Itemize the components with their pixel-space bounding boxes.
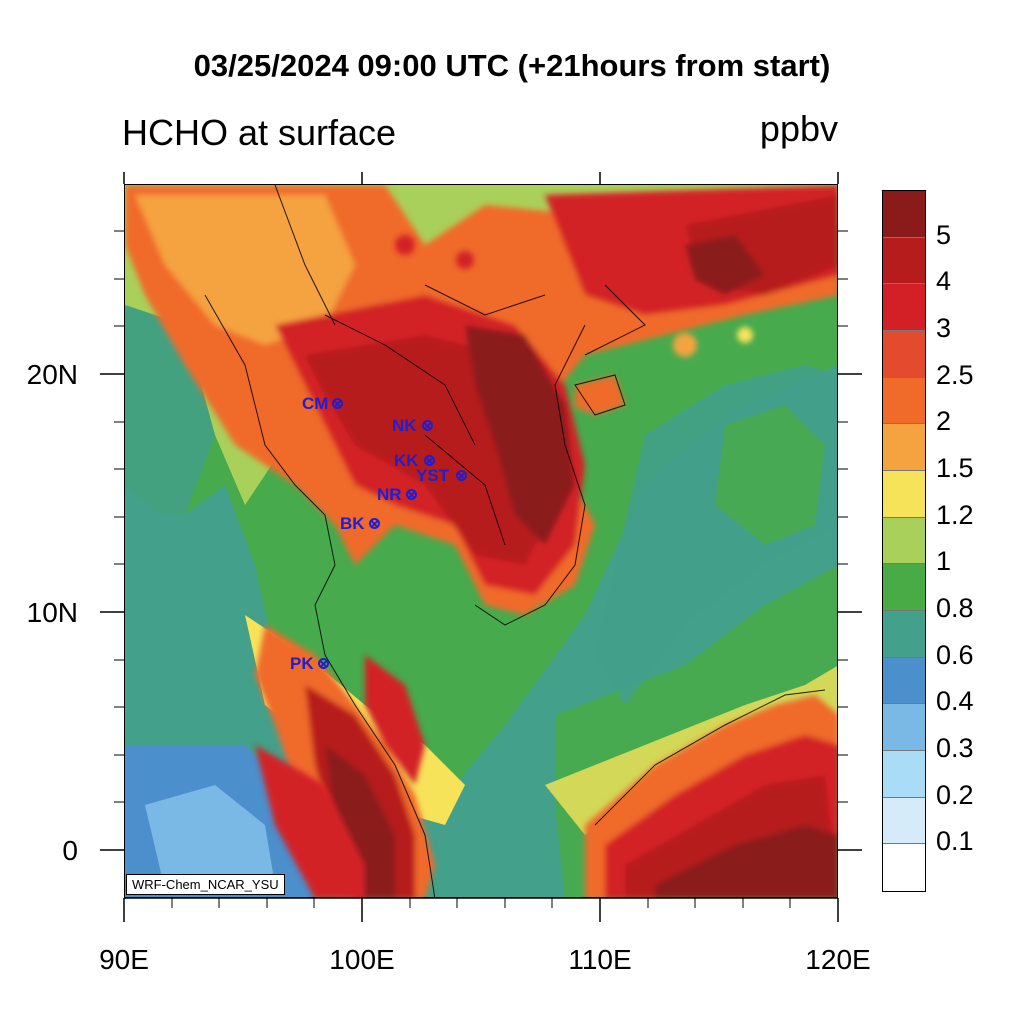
y-tick-0: 0 bbox=[62, 835, 78, 866]
colorbar-swatch bbox=[883, 517, 925, 565]
colorbar-swatch bbox=[883, 237, 925, 285]
colorbar-swatch bbox=[883, 331, 925, 378]
station-marker-icon bbox=[422, 420, 433, 431]
colorbar-label: 2.5 bbox=[936, 359, 974, 390]
station-marker-icon bbox=[456, 470, 467, 481]
station-label: NR bbox=[377, 485, 402, 504]
station-marker-icon bbox=[369, 518, 380, 529]
colorbar-swatch bbox=[883, 751, 925, 798]
colorbar-swatch bbox=[883, 704, 925, 751]
colorbar-label: 0.8 bbox=[936, 593, 974, 623]
model-credit: WRF-Chem_NCAR_YSU bbox=[126, 874, 285, 895]
colorbar bbox=[882, 190, 926, 892]
colorbar-swatch bbox=[883, 471, 925, 518]
station-marker-icon bbox=[318, 658, 329, 669]
colorbar-swatch bbox=[883, 797, 925, 845]
colorbar-label: 1 bbox=[936, 546, 952, 577]
station-label: CM bbox=[302, 394, 329, 413]
colorbar-swatch bbox=[883, 284, 925, 331]
station-marker-icon bbox=[406, 489, 417, 500]
station-label: BK bbox=[340, 514, 365, 533]
colorbar-swatch bbox=[883, 564, 925, 611]
colorbar-label: 1.5 bbox=[936, 453, 974, 483]
hcho-field bbox=[125, 185, 837, 897]
colorbar-swatch bbox=[883, 377, 925, 425]
colorbar-label: 0.4 bbox=[936, 686, 974, 717]
colorbar-swatch bbox=[883, 424, 925, 471]
map-plot-area bbox=[124, 184, 838, 898]
colorbar-label: 1.2 bbox=[936, 499, 974, 530]
station-label: PK bbox=[290, 654, 314, 673]
colorbar-swatch bbox=[883, 844, 925, 891]
y-tick-10n: 10N bbox=[26, 597, 78, 628]
map-title: 03/25/2024 09:00 UTC (+21hours from star… bbox=[193, 48, 831, 83]
colorbar-swatch bbox=[883, 191, 925, 238]
station-marker-icon bbox=[424, 455, 435, 466]
colorbar-label: 3 bbox=[936, 313, 952, 343]
colorbar-label: 4 bbox=[936, 266, 952, 297]
colorbar-swatch bbox=[883, 657, 925, 705]
colorbar-label: 5 bbox=[936, 219, 952, 250]
colorbar-swatch bbox=[883, 611, 925, 658]
variable-label: HCHO at surface bbox=[122, 112, 397, 153]
colorbar-label: 0.2 bbox=[936, 779, 974, 810]
x-tick-90e: 90E bbox=[99, 944, 149, 975]
coastline bbox=[204, 294, 436, 897]
colorbar-label: 2 bbox=[936, 406, 952, 437]
station-label: YST bbox=[416, 466, 450, 485]
colorbar-label: 0.3 bbox=[936, 733, 974, 763]
colorbar-label: 0.6 bbox=[936, 639, 974, 670]
station-label: KK bbox=[394, 451, 419, 470]
y-tick-20n: 20N bbox=[26, 359, 78, 390]
x-tick-110e: 110E bbox=[568, 944, 632, 975]
x-tick-100e: 100E bbox=[329, 944, 395, 975]
station-label: NK bbox=[392, 416, 417, 435]
units-label: ppbv bbox=[759, 108, 838, 149]
station-marker-icon bbox=[332, 398, 343, 409]
x-tick-120e: 120E bbox=[805, 944, 871, 975]
colorbar-label: 0.1 bbox=[936, 826, 974, 857]
